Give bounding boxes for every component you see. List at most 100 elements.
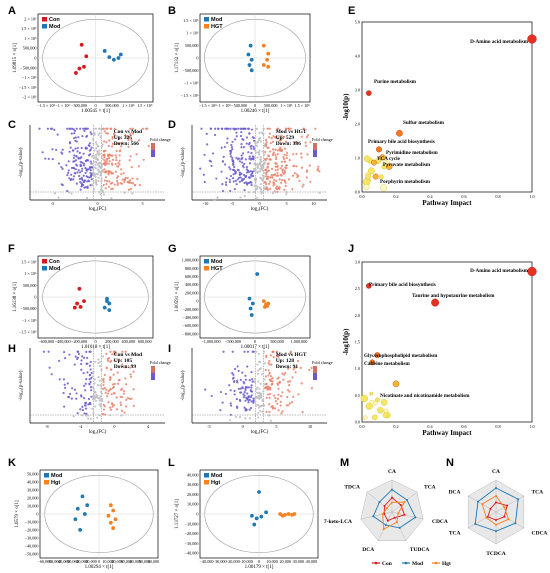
volcano-point (111, 137, 114, 140)
volcano-point (80, 182, 83, 185)
volcano-point (97, 151, 100, 154)
volcano-point (79, 408, 82, 411)
volcano-point (62, 378, 66, 381)
panel-label-A: A (8, 5, 16, 17)
volcano-point (68, 150, 71, 153)
volcano-point (116, 382, 120, 385)
volcano-point (76, 171, 79, 174)
y-tick-label: 500,000 (185, 43, 199, 49)
panel-label-F: F (8, 243, 15, 255)
volcano-point (250, 147, 253, 150)
data-point (112, 57, 116, 62)
volcano-point (273, 407, 277, 410)
volcano-point (267, 369, 270, 372)
data-point (85, 503, 90, 508)
volcano-point (236, 406, 239, 409)
legend-swatch (204, 17, 209, 22)
volcano-point (221, 189, 225, 193)
volcano-point (288, 158, 291, 162)
legend-swatch (204, 266, 209, 271)
volcano-point (278, 178, 281, 181)
volcano-point (89, 386, 93, 389)
x-tick-label: −1.5 × 10⁶ (37, 103, 55, 108)
volcano-point (238, 398, 241, 401)
volcano-point (111, 353, 114, 356)
volcano-point (73, 388, 77, 391)
volcano-point (241, 371, 244, 374)
legend-swatch (204, 24, 209, 29)
y-tick-label: 0 (196, 299, 198, 304)
data-point (111, 526, 116, 530)
volcano-point (284, 181, 287, 184)
volcano-point (84, 389, 87, 392)
volcano-point (104, 163, 107, 167)
volcano-point (276, 153, 279, 156)
legend-label: Mod (211, 259, 222, 265)
volcano-point (88, 142, 91, 145)
volcano-point (274, 397, 277, 400)
y-tick-label: 1 × 10⁶ (186, 30, 199, 35)
x-tick-label: 0.4 (427, 424, 433, 429)
x-axis-label: 1.00545 × t[1] (81, 109, 110, 114)
volcano-point (67, 171, 70, 174)
volcano-point (80, 156, 83, 159)
radar-point (403, 513, 406, 516)
x-tick-label: 5 (285, 201, 287, 206)
volcano-point (263, 144, 266, 148)
volcano-point (256, 171, 259, 175)
volcano-point (275, 350, 278, 353)
volcano-point (264, 150, 267, 154)
volcano-point (265, 355, 268, 359)
volcano-point (267, 154, 271, 158)
radar-point (398, 526, 401, 529)
comparison-title: Mod vs HGT (276, 352, 307, 358)
y-tick-label: 40,000 (27, 480, 39, 486)
volcano-point (72, 149, 75, 152)
volcano-point (228, 166, 231, 169)
legend-label: Mod (49, 266, 60, 272)
volcano-point (263, 171, 266, 175)
x-tick-label: −1 × 10⁶ (55, 103, 70, 108)
volcano-point (128, 135, 131, 139)
volcano-point (260, 394, 263, 397)
volcano-point (63, 383, 66, 386)
data-point (77, 286, 82, 291)
volcano-point (238, 416, 242, 419)
volcano-point (260, 192, 263, 195)
volcano-point (102, 403, 105, 406)
volcano-point (100, 392, 103, 395)
score-plot-L: 40,00030,00020,00010,0000−10,000−20,000−… (175, 469, 319, 570)
volcano-point (246, 350, 250, 353)
radar-point (397, 512, 400, 515)
volcano-point (265, 168, 268, 171)
volcano-point (94, 141, 98, 144)
volcano-point (87, 144, 90, 147)
x-tick-label: 0.6 (461, 424, 466, 429)
volcano-point (214, 127, 217, 130)
volcano-point (75, 164, 79, 167)
volcano-point (304, 141, 307, 144)
volcano-point (244, 181, 248, 184)
volcano-point (100, 155, 103, 158)
data-point (259, 514, 264, 519)
radar-point (382, 528, 385, 531)
volcano-point (69, 146, 72, 149)
pathway-bubble (379, 154, 386, 161)
volcano-point (105, 160, 108, 163)
volcano-point (271, 148, 275, 151)
volcano-point (285, 156, 288, 160)
data-point (254, 516, 259, 521)
volcano-point (104, 187, 107, 190)
volcano-point (210, 164, 213, 168)
volcano-point (108, 156, 111, 160)
volcano-point (74, 147, 77, 150)
volcano-point (281, 171, 284, 174)
volcano-point (113, 350, 117, 353)
volcano-point (99, 405, 102, 408)
volcano-point (131, 127, 134, 130)
volcano-point (255, 188, 258, 191)
volcano-point (124, 176, 127, 179)
volcano-point (266, 166, 269, 169)
volcano-point (76, 146, 79, 150)
